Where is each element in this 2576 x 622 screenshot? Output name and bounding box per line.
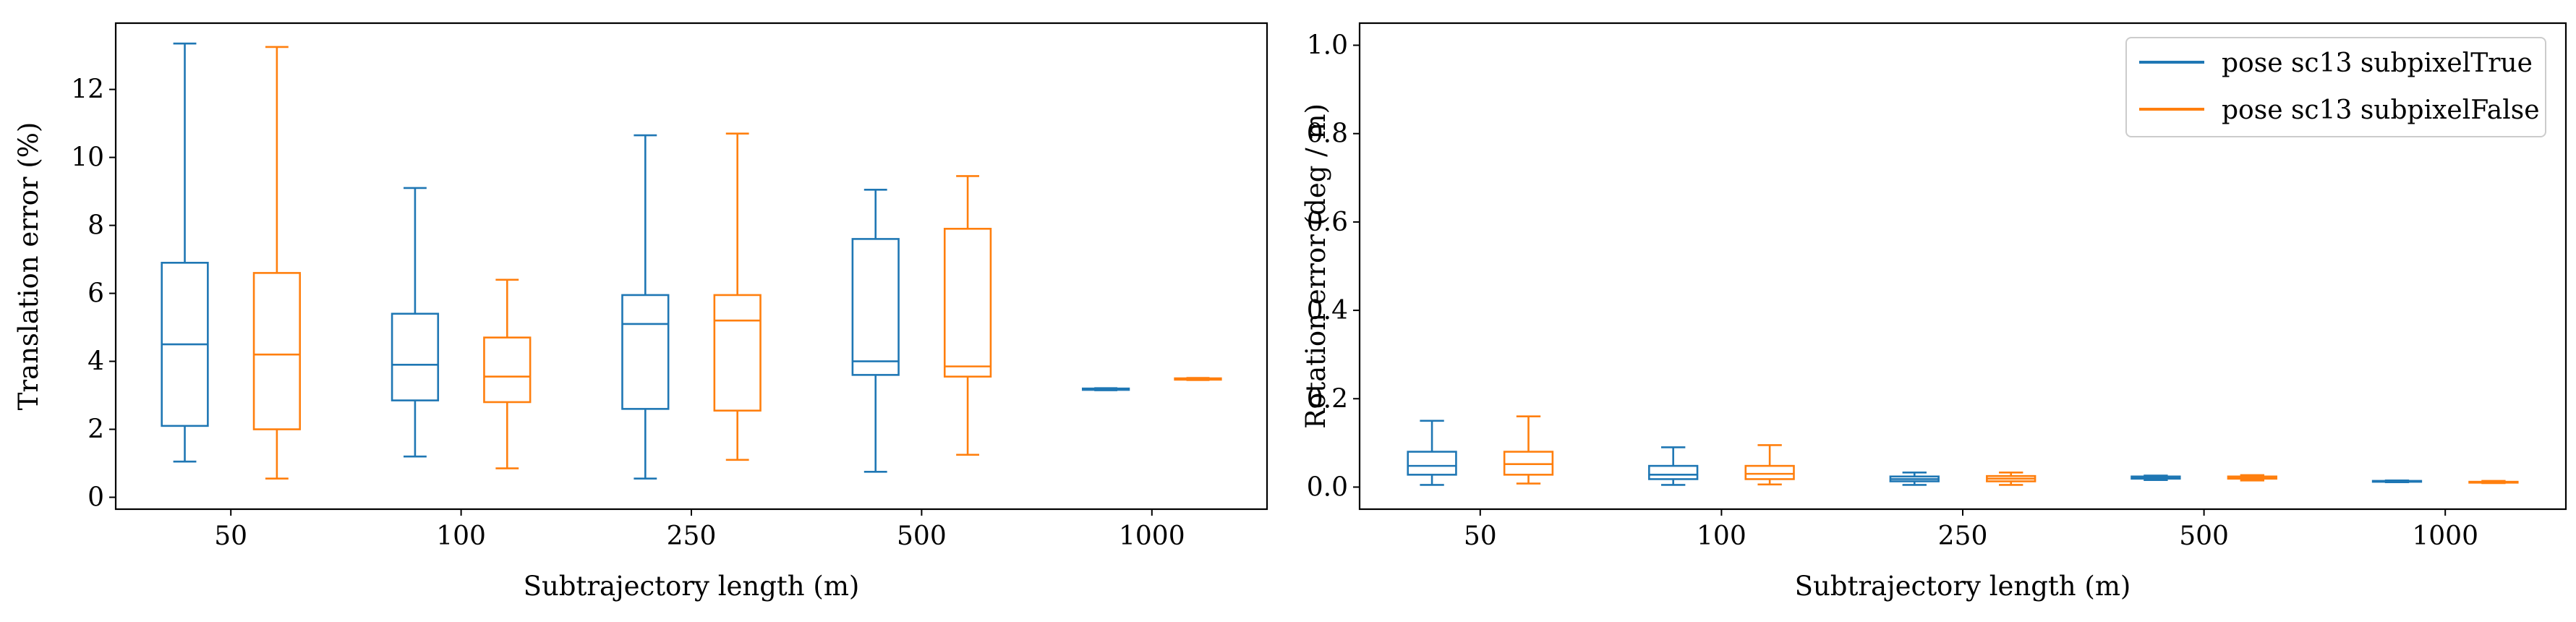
iqr-box (713, 294, 762, 412)
legend-box (2125, 37, 2546, 137)
translation-y-tick-label: 10 (71, 143, 104, 173)
rotation-box-subpixel-false-500 (2227, 474, 2277, 482)
rotation-x-tick-label: 1000 (2412, 521, 2478, 551)
translation-y-tick-label: 0 (88, 483, 104, 513)
iqr-box (1744, 464, 1795, 480)
translation-x-tick-label: 250 (667, 521, 717, 551)
iqr-box (252, 272, 302, 430)
legend: pose sc13 subpixelTrue pose sc13 subpixe… (2125, 37, 2546, 137)
iqr-box (621, 294, 670, 410)
rotation-x-tick-label: 500 (2179, 521, 2229, 551)
rotation-box-subpixel-true-1000 (2371, 479, 2423, 484)
legend-label-subpixel-false: pose sc13 subpixelFalse (2222, 95, 2540, 125)
rotation-error-chart: 0.0 0.2 0.4 0.6 0.8 1.0 50 100 250 500 1000 Subtr… (1300, 22, 2567, 602)
rotation-y-tick-label: 0.2 (1307, 384, 1348, 414)
rotation-y-axis-label: Rotation error (deg / m) (1300, 103, 1331, 429)
rotation-x-tick-label: 250 (1938, 521, 1988, 551)
rotation-plot-frame (1358, 22, 2567, 511)
translation-y-tick-label: 2 (88, 415, 104, 445)
translation-error-chart: 0 2 4 6 8 10 12 50 100 250 500 1000 Subtrajectory … (13, 22, 1268, 602)
iqr-box (391, 312, 440, 401)
translation-y-tick-label: 12 (71, 75, 104, 105)
iqr-box (1407, 451, 1457, 476)
rotation-box-subpixel-false-100 (1744, 444, 1795, 486)
rotation-x-ticks: 50 100 250 500 1000 (1464, 509, 2478, 551)
translation-y-tick-label: 8 (88, 211, 104, 241)
translation-box-subpixel-false-250 (713, 132, 762, 461)
legend-label-subpixel-true: pose sc13 subpixelTrue (2222, 48, 2533, 78)
translation-box-subpixel-false-50 (252, 46, 302, 480)
translation-y-tick-label: 6 (88, 279, 104, 309)
iqr-box (483, 336, 532, 404)
rotation-y-ticks: 0.0 0.2 0.4 0.6 0.8 1.0 (1307, 31, 1360, 502)
translation-y-axis-label: Translation error (%) (13, 122, 44, 411)
rotation-y-tick-label: 0.6 (1307, 208, 1348, 237)
rotation-box-subpixel-true-500 (2131, 474, 2181, 481)
rotation-x-axis-label: Subtrajectory length (m) (1795, 571, 2131, 602)
rotation-x-tick-label: 100 (1697, 521, 1747, 551)
translation-box-subpixel-true-1000 (1081, 387, 1130, 391)
rotation-box-subpixel-false-1000 (2468, 480, 2519, 485)
translation-x-tick-label: 1000 (1119, 521, 1185, 551)
rotation-box-subpixel-false-250 (1986, 471, 2037, 486)
translation-x-axis-label: Subtrajectory length (m) (524, 571, 860, 602)
translation-box-subpixel-false-1000 (1174, 377, 1222, 381)
rotation-y-tick-label: 0.0 (1307, 472, 1348, 502)
translation-y-tick-label: 4 (88, 347, 104, 377)
rotation-boxes (1407, 415, 2519, 486)
translation-x-tick-label: 500 (897, 521, 947, 551)
rotation-y-tick-label: 0.8 (1307, 119, 1348, 149)
translation-x-tick-label: 50 (214, 521, 247, 551)
iqr-box (943, 228, 992, 378)
rotation-box-subpixel-false-50 (1503, 415, 1554, 485)
rotation-box-subpixel-true-250 (1889, 471, 1940, 486)
iqr-box (1648, 464, 1699, 480)
rotation-y-tick-label: 1.0 (1307, 31, 1348, 61)
translation-x-ticks: 50 100 250 500 1000 (214, 509, 1185, 551)
translation-box-subpixel-false-100 (483, 278, 532, 469)
translation-plot-frame (114, 22, 1268, 511)
iqr-box (851, 238, 900, 376)
rotation-x-tick-label: 50 (1464, 521, 1497, 551)
translation-box-subpixel-true-50 (161, 42, 209, 463)
rotation-box-subpixel-true-50 (1407, 419, 1457, 486)
translation-box-subpixel-true-100 (391, 187, 440, 458)
rotation-box-subpixel-true-100 (1648, 446, 1699, 486)
translation-box-subpixel-true-250 (621, 134, 670, 480)
translation-boxes (161, 42, 1222, 480)
rotation-y-tick-label: 0.4 (1307, 296, 1348, 325)
translation-x-tick-label: 100 (436, 521, 486, 551)
translation-box-subpixel-false-500 (943, 175, 992, 456)
translation-y-ticks: 0 2 4 6 8 10 12 (71, 75, 116, 513)
translation-box-subpixel-true-500 (851, 188, 900, 473)
